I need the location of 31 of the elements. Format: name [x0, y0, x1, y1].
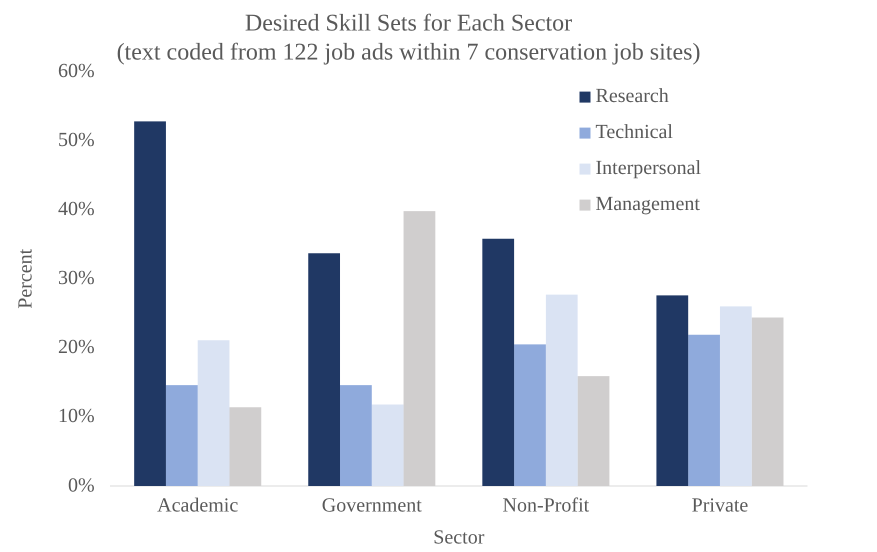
y-tick-label: 60%	[58, 60, 95, 82]
bar	[688, 334, 720, 486]
bar	[720, 306, 752, 486]
legend-label: Management	[595, 192, 700, 215]
x-tick-label: Academic	[157, 494, 238, 516]
y-tick-label: 50%	[58, 128, 95, 151]
bar	[546, 294, 578, 486]
bar	[514, 344, 546, 486]
x-tick-label: Non-Profit	[502, 494, 590, 516]
y-tick-label: 30%	[58, 267, 95, 290]
y-axis-title: Percent	[14, 248, 36, 309]
legend-label: Interpersonal	[595, 156, 702, 179]
y-tick-label: 10%	[58, 405, 95, 428]
bar	[656, 295, 688, 486]
y-tick-label: 0%	[68, 474, 95, 496]
bar	[134, 121, 166, 486]
legend-label: Research	[595, 84, 669, 107]
bar	[198, 340, 230, 486]
legend-label: Technical	[595, 120, 674, 143]
bar	[166, 385, 198, 486]
bar	[372, 404, 404, 486]
x-tick-label: Private	[692, 494, 748, 516]
bar	[482, 238, 514, 486]
y-tick-label: 20%	[58, 336, 95, 358]
bar	[340, 385, 372, 486]
x-tick-label: Government	[322, 494, 422, 516]
text: (text coded from 122 job ads within 7 conservation job sites)	[116, 39, 700, 66]
bar	[308, 253, 340, 486]
x-axis-title: Sector	[433, 526, 485, 548]
text: Desired Skill Sets for Each Sector	[244, 10, 572, 37]
y-tick-label: 40%	[58, 198, 95, 220]
